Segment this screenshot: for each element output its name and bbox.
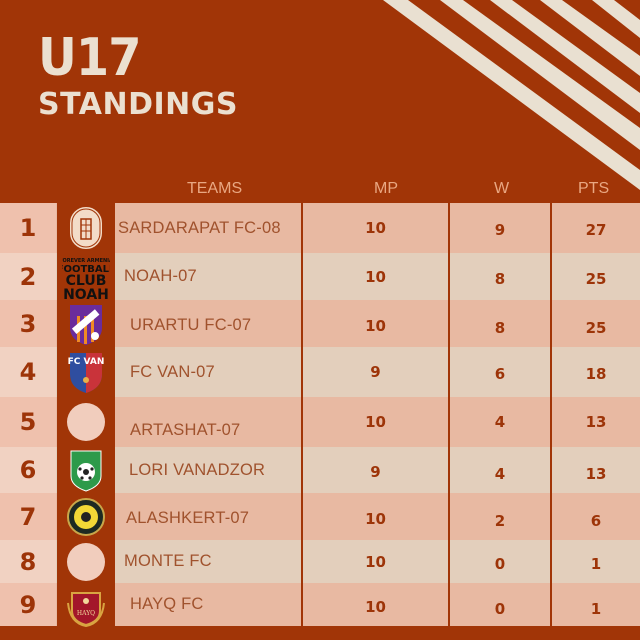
- blank-logo-icon: [57, 397, 115, 447]
- svg-text:NOAH: NOAH: [63, 287, 109, 300]
- svg-text:HAYQ: HAYQ: [77, 610, 95, 617]
- table-row: 5 ARTASHAT-07 10 4 13: [0, 397, 640, 447]
- header-mp: MP: [374, 180, 398, 197]
- title-u17: U17: [38, 28, 142, 88]
- column-divider: [448, 203, 450, 626]
- table-row: 2FOREVER ARMENIAFOOTBALLCLUBNOAHNOAH-071…: [0, 253, 640, 300]
- rank-cell: 6: [0, 447, 56, 493]
- rank-cell: 4: [0, 347, 56, 397]
- mp-cell: 10: [365, 552, 386, 571]
- w-cell: 9: [494, 221, 506, 239]
- table-row: 6 LORI VANADZOR 9 4 13: [0, 447, 640, 493]
- lori-logo-icon: [57, 447, 115, 493]
- blank-logo-icon: [57, 540, 115, 583]
- w-cell: 0: [494, 554, 506, 573]
- noah-logo-icon: FOREVER ARMENIAFOOTBALLCLUBNOAH: [57, 253, 115, 300]
- table-row: 7 ALASHKERT-07 10 2 6: [0, 493, 640, 540]
- svg-text:FOREVER ARMENIA: FOREVER ARMENIA: [62, 258, 110, 264]
- w-cell: 8: [494, 318, 506, 337]
- column-divider: [550, 203, 552, 626]
- team-name: LORI VANADZOR: [129, 460, 266, 479]
- rank-cell: 9: [0, 583, 56, 626]
- w-cell: 2: [494, 511, 506, 530]
- table-row: 3 URARTU FC-07 10 8 25: [0, 300, 640, 347]
- sardarapat-logo-icon: [57, 203, 115, 253]
- mp-cell: 10: [365, 597, 386, 616]
- table-row: 8 MONTE FC 10 0 1: [0, 540, 640, 583]
- mp-cell: 9: [370, 363, 381, 381]
- svg-text:CLUB: CLUB: [66, 273, 107, 289]
- pts-cell: 13: [585, 413, 607, 431]
- team-name: FC VAN-07: [130, 362, 215, 381]
- column-divider: [301, 203, 303, 626]
- pts-cell: 6: [590, 511, 602, 530]
- header-w: W: [494, 180, 510, 197]
- fc-van-logo-icon: FC VAN: [57, 347, 115, 397]
- urartu-logo-icon: [57, 300, 115, 347]
- hayq-logo-icon: HAYQ: [57, 583, 115, 627]
- team-name: HAYQ FC: [130, 595, 204, 613]
- mp-cell: 10: [365, 316, 386, 335]
- rank-cell: 1: [0, 203, 56, 253]
- header-teams: TEAMS: [187, 180, 243, 197]
- rank-cell: 8: [0, 540, 56, 583]
- svg-text:FC VAN: FC VAN: [68, 357, 105, 367]
- table-row: 4 FC VAN FC VAN-07 9 6 18: [0, 347, 640, 397]
- rank-cell: 5: [0, 397, 56, 447]
- mp-cell: 10: [365, 267, 386, 286]
- w-cell: 8: [494, 269, 506, 288]
- team-name: MONTE FC: [124, 552, 212, 570]
- w-cell: 0: [494, 599, 506, 618]
- rank-cell: 3: [0, 300, 56, 347]
- team-name: SARDARAPAT FC-08: [118, 218, 281, 237]
- w-cell: 4: [494, 465, 506, 483]
- rank-cell: 7: [0, 493, 56, 540]
- table-row: 9 HAYQ HAYQ FC 10 0 1: [0, 583, 640, 627]
- title-standings: STANDINGS: [38, 87, 238, 122]
- table-row: 1 SARDARAPAT FC-08 10 9 27: [0, 203, 640, 253]
- pts-cell: 25: [585, 318, 607, 337]
- pts-cell: 1: [590, 599, 602, 618]
- team-name: URARTU FC-07: [130, 316, 252, 334]
- mp-cell: 9: [370, 463, 381, 481]
- team-name: ALASHKERT-07: [126, 509, 250, 527]
- team-name: ARTASHAT-07: [130, 420, 241, 439]
- pts-cell: 1: [590, 554, 602, 573]
- alashkert-logo-icon: [57, 493, 115, 540]
- svg-text:FOOTBALL: FOOTBALL: [62, 264, 110, 275]
- w-cell: 6: [494, 365, 506, 383]
- rank-cell: 2: [0, 253, 56, 300]
- pts-cell: 27: [585, 221, 607, 239]
- pts-cell: 18: [585, 365, 607, 383]
- mp-cell: 10: [365, 219, 386, 237]
- mp-cell: 10: [365, 413, 386, 431]
- pts-cell: 25: [585, 269, 607, 288]
- mp-cell: 10: [365, 509, 386, 528]
- team-name: NOAH-07: [124, 267, 197, 285]
- pts-cell: 13: [585, 465, 607, 483]
- header-pts: PTS: [578, 180, 610, 197]
- w-cell: 4: [494, 413, 506, 431]
